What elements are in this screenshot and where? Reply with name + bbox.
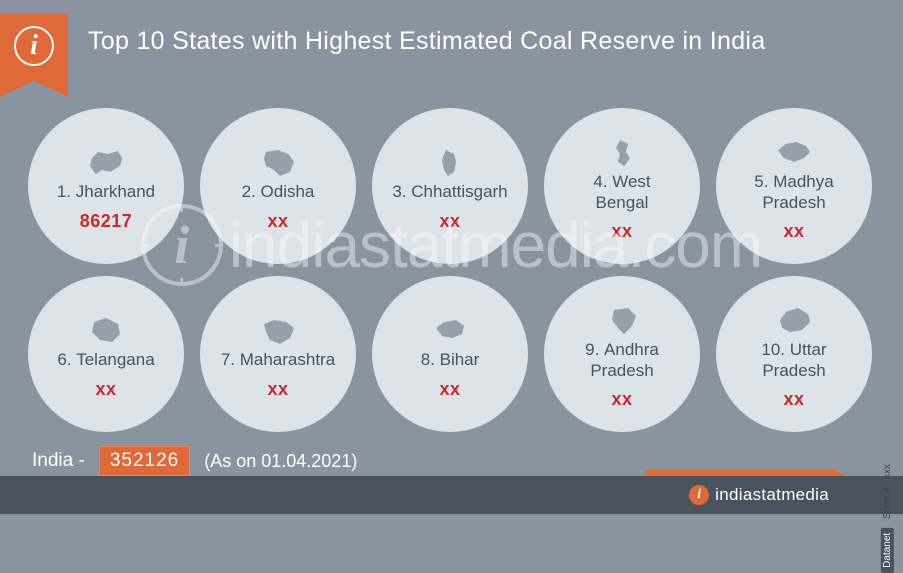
state-value: xx <box>783 221 804 242</box>
provider-badge: Datanet <box>881 528 894 573</box>
state-value: xx <box>267 379 288 400</box>
state-rank-name: 8. Bihar <box>411 350 490 370</box>
state-rank-name: 5. MadhyaPradesh <box>744 172 843 213</box>
state-rank-name: 6. Telangana <box>47 350 164 370</box>
as-of-date: (As on 01.04.2021) <box>204 451 357 472</box>
state-shape-icon <box>776 306 812 336</box>
info-icon: i <box>14 26 54 66</box>
state-rank-name: 3. Chhattisgarh <box>382 182 517 202</box>
state-circle: 3. Chhattisgarh xx <box>372 108 528 264</box>
info-icon-letter: i <box>30 30 38 62</box>
country-total: 352126 <box>99 446 190 476</box>
state-value: xx <box>783 389 804 410</box>
state-rank-name: 4. WestBengal <box>583 172 660 213</box>
state-circle: 7. Maharashtra xx <box>200 276 356 432</box>
source-text: Source : xxx <box>882 464 893 519</box>
state-shape-icon <box>260 148 296 178</box>
state-circle: 2. Odisha xx <box>200 108 356 264</box>
brand-icon: i <box>689 485 709 505</box>
state-shape-icon <box>604 138 640 168</box>
state-shape-icon <box>88 316 124 346</box>
state-rank-name: 7. Maharashtra <box>211 350 345 370</box>
state-circle: 6. Telangana xx <box>28 276 184 432</box>
header: i Top 10 States with Highest Estimated C… <box>0 0 903 106</box>
state-circle: 4. WestBengal xx <box>544 108 700 264</box>
state-shape-icon <box>88 148 124 178</box>
state-shape-icon <box>432 316 468 346</box>
state-rank-name: 10. UttarPradesh <box>751 340 836 381</box>
page-title: Top 10 States with Highest Estimated Coa… <box>88 27 765 56</box>
state-circle: 10. UttarPradesh xx <box>716 276 872 432</box>
state-value: 86217 <box>80 211 133 232</box>
state-circle: 5. MadhyaPradesh xx <box>716 108 872 264</box>
state-value: xx <box>95 379 116 400</box>
state-circle: 1. Jharkhand 86217 <box>28 108 184 264</box>
state-value: xx <box>611 389 632 410</box>
state-circle: 9. AndhraPradesh xx <box>544 276 700 432</box>
state-rank-name: 2. Odisha <box>232 182 325 202</box>
brand-text: indiastatmedia <box>715 485 829 505</box>
state-shape-icon <box>776 138 812 168</box>
state-rank-name: 9. AndhraPradesh <box>575 340 669 381</box>
bottom-bar: i indiastatmedia <box>0 476 903 514</box>
state-circle: 8. Bihar xx <box>372 276 528 432</box>
state-value: xx <box>439 379 460 400</box>
state-rank-name: 1. Jharkhand <box>47 182 165 202</box>
state-value: xx <box>439 211 460 232</box>
country-label: India - <box>32 450 85 472</box>
state-value: xx <box>267 211 288 232</box>
state-value: xx <box>611 221 632 242</box>
state-shape-icon <box>260 316 296 346</box>
state-shape-icon <box>604 306 640 336</box>
ribbon-banner: i <box>0 14 68 96</box>
source-credit: Datanet Source : xxx <box>882 464 893 573</box>
brand: i indiastatmedia <box>689 485 829 505</box>
states-grid: 1. Jharkhand862172. Odishaxx3. Chhattisg… <box>0 106 903 432</box>
state-shape-icon <box>432 148 468 178</box>
